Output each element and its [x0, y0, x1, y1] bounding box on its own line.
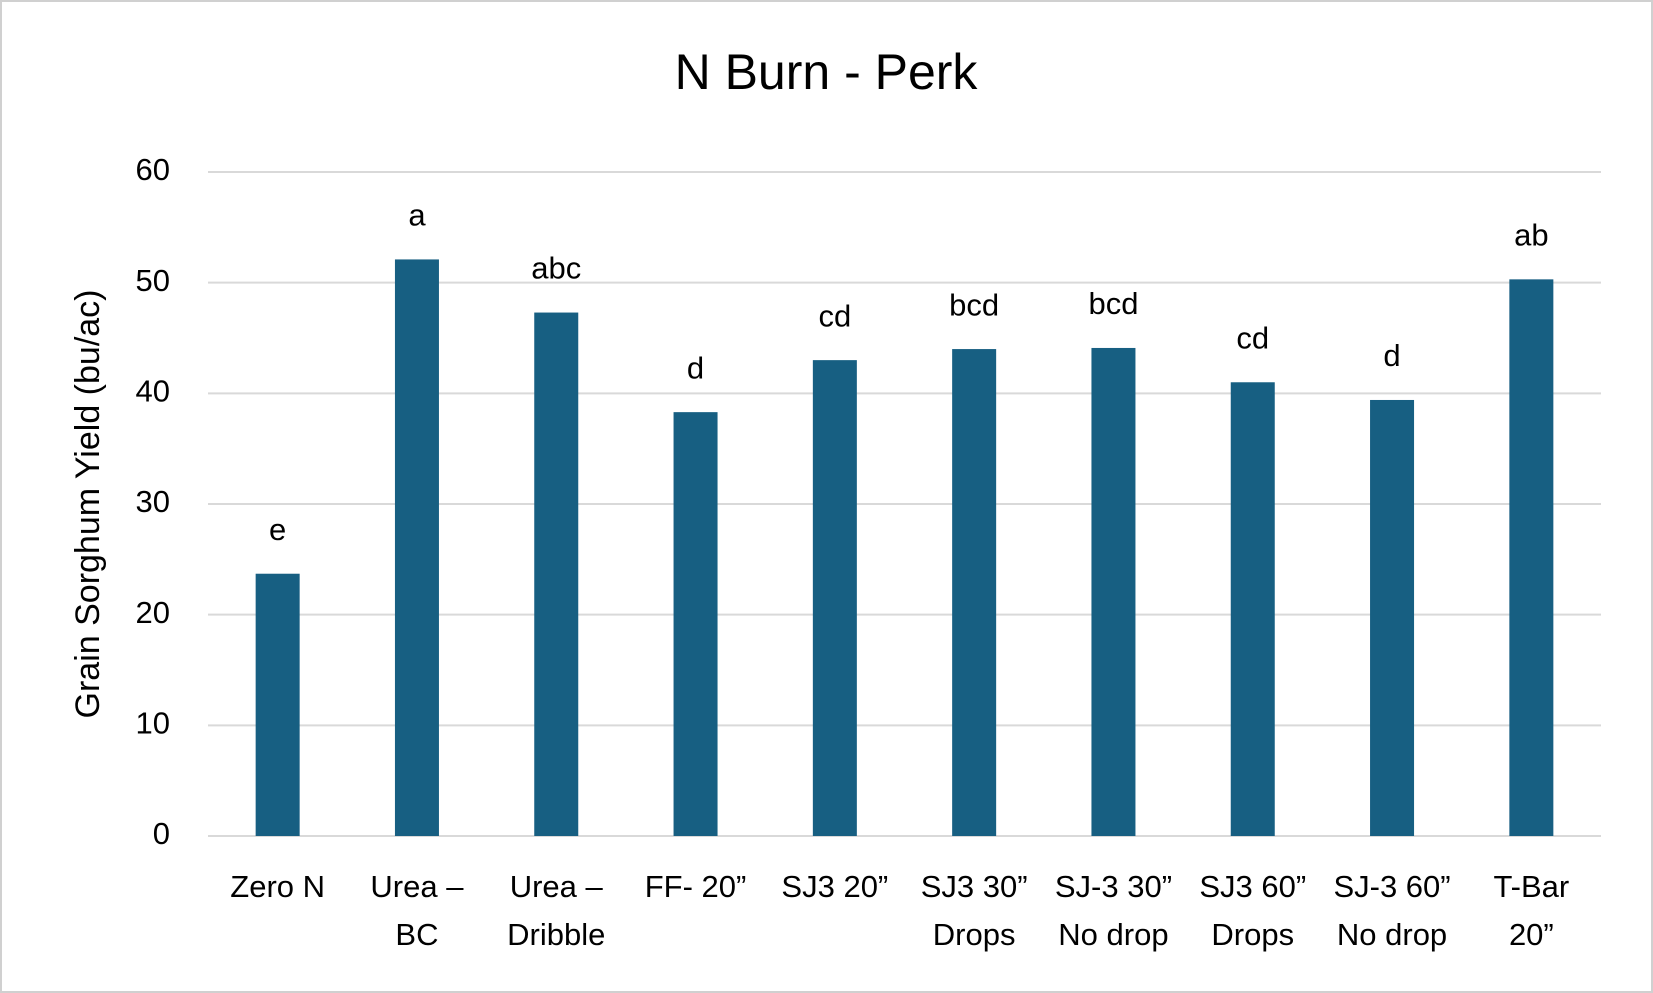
bar — [1509, 279, 1554, 836]
x-tick-label: SJ3 30” — [921, 869, 1028, 904]
significance-letter: d — [1383, 338, 1400, 373]
bar — [812, 360, 857, 836]
significance-letter: d — [687, 350, 704, 385]
bar — [1091, 347, 1136, 836]
x-tick-label: Drops — [1211, 917, 1294, 952]
x-tick-label: No drop — [1337, 917, 1447, 952]
y-tick-label: 0 — [153, 816, 170, 851]
significance-letter: bcd — [1088, 286, 1138, 321]
x-tick-label: 20” — [1509, 917, 1554, 952]
x-tick-label: Dribble — [507, 917, 605, 952]
significance-letter: ab — [1514, 218, 1548, 253]
x-tick-label: No drop — [1058, 917, 1168, 952]
x-tick-label: FF- 20” — [645, 869, 747, 904]
chart-title: N Burn - Perk — [675, 44, 979, 100]
y-tick-label: 60 — [136, 152, 170, 187]
y-tick-label: 30 — [136, 484, 170, 519]
bar — [1230, 382, 1275, 836]
x-tick-label: BC — [395, 917, 438, 952]
bar — [255, 573, 300, 836]
y-tick-label: 10 — [136, 706, 170, 741]
x-tick-label: Drops — [933, 917, 1016, 952]
x-tick-label: Zero N — [230, 869, 325, 904]
significance-letter: e — [269, 512, 286, 547]
x-tick-label: SJ-3 30” — [1055, 869, 1172, 904]
bar — [673, 412, 718, 836]
significance-letter: abc — [531, 251, 581, 286]
x-tick-label: Urea – — [370, 869, 464, 904]
bar — [394, 259, 439, 837]
x-tick-label: SJ-3 60” — [1333, 869, 1450, 904]
y-tick-label: 50 — [136, 263, 170, 298]
x-tick-label: Urea – — [510, 869, 604, 904]
y-axis-title: Grain Sorghum Yield (bu/ac) — [69, 290, 107, 719]
significance-letter: a — [408, 198, 426, 233]
y-tick-label: 40 — [136, 374, 170, 409]
x-tick-label: SJ3 60” — [1199, 869, 1306, 904]
bar — [952, 349, 997, 836]
significance-letter: bcd — [949, 287, 999, 322]
bar — [534, 312, 579, 837]
significance-letter: cd — [1236, 320, 1269, 355]
y-tick-label: 20 — [136, 595, 170, 630]
x-tick-label: SJ3 20” — [781, 869, 888, 904]
bar — [1370, 399, 1415, 836]
x-tick-label: T-Bar — [1493, 869, 1569, 904]
significance-letter: cd — [818, 298, 851, 333]
